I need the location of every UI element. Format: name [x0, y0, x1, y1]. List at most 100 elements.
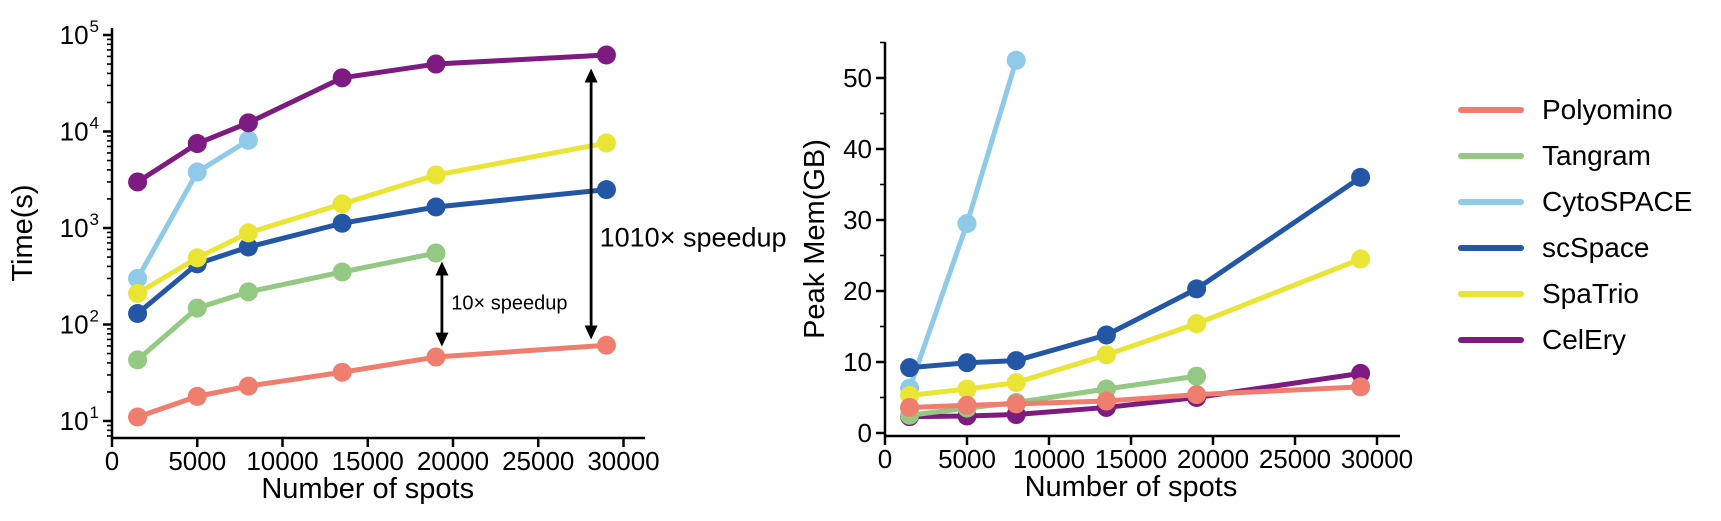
series-marker-polyomino — [1006, 394, 1026, 414]
legend-label-celery: CelEry — [1542, 324, 1627, 355]
y-tick-label: 10 — [843, 347, 872, 377]
series-line-spatrio — [907, 256, 1364, 398]
series-marker-polyomino — [187, 386, 207, 406]
x-tick-label: 30000 — [587, 446, 659, 476]
legend-label-cytospace: CytoSPACE — [1542, 186, 1693, 217]
y-tick-label: 40 — [843, 134, 872, 164]
legend-label-polyomino: Polyomino — [1542, 94, 1673, 125]
series-marker-celery — [238, 113, 258, 133]
legend-swatch-polyomino — [1458, 107, 1524, 113]
series-tangram — [128, 243, 446, 370]
series-marker-scspace — [1351, 167, 1371, 187]
series-marker-scspace — [1096, 325, 1116, 345]
series-marker-polyomino — [900, 397, 920, 417]
x-tick-label: 5000 — [938, 444, 996, 474]
annotation-label: 1010× speedup — [600, 222, 787, 252]
series-marker-celery — [332, 68, 352, 88]
series-marker-polyomino — [128, 407, 148, 427]
series-marker-spatrio — [1187, 314, 1207, 334]
x-tick-label: 10000 — [246, 446, 318, 476]
series-marker-spatrio — [957, 379, 977, 399]
series-marker-scspace — [426, 197, 446, 217]
series-celery — [128, 45, 616, 192]
x-tick-label: 15000 — [332, 446, 404, 476]
x-axis-title: Number of spots — [1025, 471, 1238, 503]
series-marker-cytospace — [957, 214, 977, 234]
x-tick-label: 0 — [105, 446, 119, 476]
series-marker-tangram — [426, 243, 446, 263]
y-tick-label: 101 — [60, 403, 99, 436]
series-marker-scspace — [900, 358, 920, 378]
legend-swatch-spatrio — [1458, 291, 1524, 297]
series-marker-spatrio — [1006, 373, 1026, 393]
legend-swatch-cytospace — [1458, 199, 1524, 205]
series-marker-celery — [596, 45, 616, 65]
series-marker-spatrio — [238, 223, 258, 243]
series-marker-polyomino — [332, 362, 352, 382]
x-tick-label: 15000 — [1095, 444, 1167, 474]
chart-runtime-benchmark: 0 5000 10000 15000 20000 25000 30000 101 102 103 1… — [7, 17, 787, 505]
legend-label-spatrio: SpaTrio — [1542, 278, 1640, 309]
series-marker-spatrio — [596, 133, 616, 153]
series-marker-celery — [128, 172, 148, 192]
annotation-arrowhead-up-icon — [584, 68, 598, 83]
series-marker-celery — [187, 134, 207, 154]
y-tick-label: 103 — [60, 210, 99, 243]
legend-label-tangram: Tangram — [1542, 140, 1651, 171]
y-tick-label: 102 — [60, 307, 99, 340]
series-cytospace — [900, 50, 1026, 398]
series-marker-polyomino — [238, 376, 258, 396]
series-marker-tangram — [128, 350, 148, 370]
series-line-celery — [907, 370, 1364, 420]
legend-item-tangram: Tangram — [1458, 133, 1692, 179]
x-axis-title: Number of spots — [261, 473, 474, 505]
series-marker-polyomino — [1096, 391, 1116, 411]
series-line-scspace — [135, 187, 609, 317]
annotation: 1010× speedup — [584, 68, 787, 340]
series-marker-polyomino — [957, 395, 977, 415]
annotation-arrowhead-down-icon — [584, 325, 598, 340]
series-marker-polyomino — [1351, 377, 1371, 397]
series-spatrio — [128, 133, 616, 303]
legend-swatch-tangram — [1458, 153, 1524, 159]
series-marker-scspace — [1187, 279, 1207, 299]
series-marker-scspace — [332, 213, 352, 233]
series-scspace — [900, 167, 1371, 378]
x-tick-label: 25000 — [502, 446, 574, 476]
series-line-scspace — [907, 174, 1364, 371]
series-marker-spatrio — [1351, 249, 1371, 269]
series-polyomino — [900, 377, 1371, 417]
y-tick-label: 50 — [843, 63, 872, 93]
series-marker-scspace — [238, 237, 258, 257]
legend-item-cytospace: CytoSPACE — [1458, 179, 1692, 225]
x-tick-label: 30000 — [1341, 444, 1413, 474]
series-marker-polyomino — [426, 347, 446, 367]
series-marker-tangram — [238, 282, 258, 302]
series-marker-tangram — [1187, 366, 1207, 386]
series-marker-spatrio — [128, 283, 148, 303]
series-marker-spatrio — [1096, 345, 1116, 365]
series-marker-cytospace — [1006, 50, 1026, 70]
series-marker-cytospace — [128, 268, 148, 288]
series-line-spatrio — [135, 140, 609, 296]
series-marker-cytospace — [238, 130, 258, 150]
series-marker-spatrio — [187, 248, 207, 268]
series-marker-cytospace — [187, 162, 207, 182]
y-axis-title: Peak Mem(GB) — [799, 139, 831, 339]
legend-swatch-celery — [1458, 337, 1524, 343]
series-marker-scspace — [1006, 351, 1026, 371]
series-marker-celery — [426, 54, 446, 74]
series-marker-scspace — [957, 353, 977, 373]
annotation-arrowhead-up-icon — [435, 261, 449, 276]
legend: Polyomino Tangram CytoSPACE scSpace SpaT… — [1458, 87, 1692, 363]
series-line-polyomino — [135, 342, 609, 420]
series-marker-celery — [1351, 363, 1371, 383]
y-tick-label: 105 — [60, 17, 99, 50]
legend-item-spatrio: SpaTrio — [1458, 271, 1692, 317]
series-marker-tangram — [187, 298, 207, 318]
axis-spines — [110, 28, 645, 440]
series-marker-spatrio — [332, 194, 352, 214]
legend-label-scspace: scSpace — [1542, 232, 1650, 263]
series-marker-spatrio — [426, 165, 446, 185]
y-tick-label: 104 — [60, 114, 99, 147]
